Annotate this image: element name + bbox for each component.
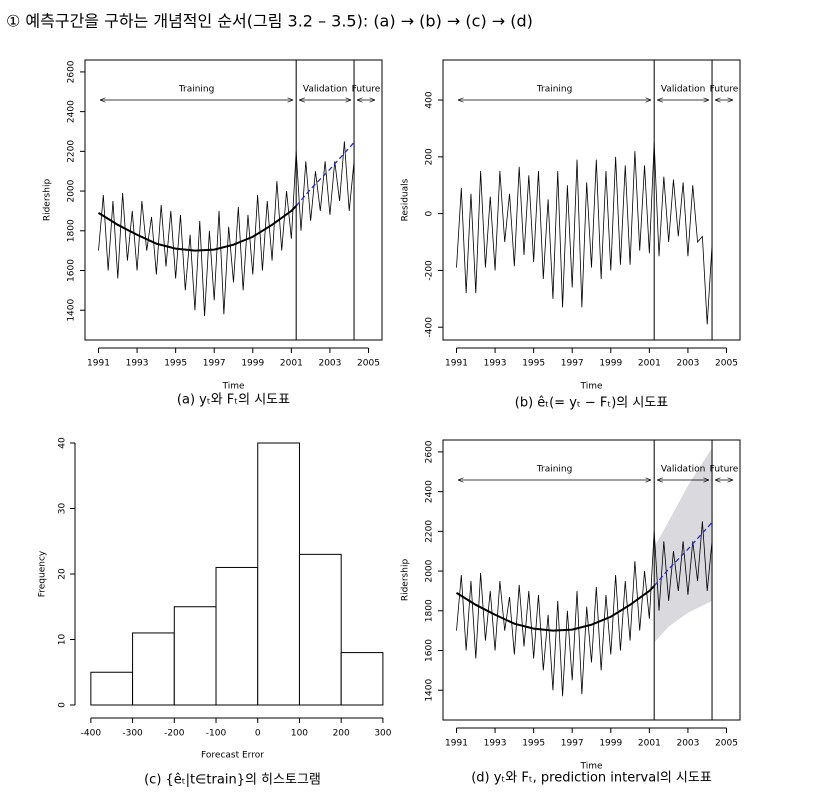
- y-axis-title: Ridership: [401, 559, 411, 602]
- bar: [215, 566, 259, 706]
- series-line: [455, 585, 655, 632]
- bar: [173, 606, 217, 706]
- x-tick-label: 1997: [203, 359, 226, 369]
- x-tick-label: 100: [291, 729, 308, 739]
- bar: [340, 652, 384, 706]
- x-tick-label: 2001: [638, 359, 661, 369]
- y-axis-title: Frequency: [38, 550, 48, 597]
- caption: (d) yₜ와 Fₜ, prediction interval의 시도표: [471, 771, 712, 786]
- y-tick-label: 1600: [425, 639, 435, 662]
- x-axis-title: Forecast Error: [201, 751, 264, 761]
- series-line: [98, 141, 355, 317]
- x-tick-label: 1993: [484, 359, 507, 369]
- x-tick-label: 2003: [676, 739, 699, 749]
- x-tick-label: -200: [164, 729, 185, 739]
- y-tick-label: 2200: [425, 520, 435, 543]
- y-tick-label: 2400: [67, 100, 77, 123]
- y-tick-label: 200: [425, 148, 435, 165]
- y-axis-title: Residuals: [401, 178, 411, 221]
- x-tick-label: 200: [333, 729, 350, 739]
- annotation: Validation: [661, 465, 705, 475]
- x-tick-label: 2003: [676, 359, 699, 369]
- header: ① 예측구간을 구하는 개념적인 순서(그림 3.2 – 3.5): (a) →…: [6, 12, 533, 31]
- x-axis-title: Time: [221, 382, 244, 392]
- bar: [298, 553, 342, 706]
- annotation: Validation: [303, 85, 347, 95]
- y-tick-label: 1400: [425, 678, 435, 701]
- annotation: Validation: [661, 85, 705, 95]
- x-tick-label: 2003: [318, 359, 341, 369]
- y-tick-label: -200: [425, 260, 435, 281]
- series-line: [295, 141, 355, 207]
- caption: (b) êₜ(= yₜ − Fₜ)의 시도표: [515, 396, 669, 411]
- y-tick-label: 0: [425, 210, 435, 216]
- caption: (a) yₜ와 Fₜ의 시도표: [177, 393, 290, 408]
- x-tick-label: 2005: [357, 359, 380, 369]
- y-tick-label: 1600: [67, 259, 77, 282]
- x-tick-label: 1997: [561, 739, 584, 749]
- plot-frame: [442, 59, 741, 341]
- annotation: Future: [710, 85, 739, 95]
- y-tick-label: 1800: [425, 599, 435, 622]
- bar: [90, 671, 134, 706]
- x-tick-label: -400: [81, 729, 102, 739]
- y-tick-label: 2000: [67, 179, 77, 202]
- x-tick-label: 1993: [126, 359, 149, 369]
- x-axis-title: Time: [579, 382, 602, 392]
- x-tick-label: 1995: [522, 739, 545, 749]
- x-tick-label: 1991: [445, 359, 468, 369]
- x-tick-label: 1993: [484, 739, 507, 749]
- y-tick-label: 2600: [67, 60, 77, 83]
- caption: (c) {êₜ|t∈train}의 히스토그램: [144, 773, 321, 788]
- x-tick-label: 2005: [715, 359, 738, 369]
- x-tick-label: -300: [122, 729, 143, 739]
- x-tick-label: 1995: [164, 359, 187, 369]
- plot-frame: [442, 439, 741, 721]
- y-tick-label: 2200: [67, 140, 77, 163]
- x-tick-label: 300: [374, 729, 391, 739]
- y-tick-label: 0: [58, 702, 68, 708]
- bar: [132, 632, 175, 706]
- y-tick-label: 2600: [425, 440, 435, 463]
- annotation: Future: [352, 85, 381, 95]
- annotation: Training: [536, 465, 573, 475]
- series-line: [456, 142, 713, 325]
- y-tick-label: 1800: [67, 219, 77, 242]
- y-tick-label: 40: [58, 437, 68, 449]
- annotation: Future: [710, 465, 739, 475]
- x-tick-label: 0: [255, 729, 261, 739]
- y-tick-label: 2400: [425, 480, 435, 503]
- x-tick-label: 1991: [445, 739, 468, 749]
- x-tick-label: 2001: [280, 359, 303, 369]
- annotation: Training: [178, 85, 215, 95]
- x-tick-label: -100: [206, 729, 227, 739]
- series-line: [456, 521, 713, 697]
- y-tick-label: 20: [58, 568, 68, 580]
- x-tick-label: 1999: [241, 359, 264, 369]
- y-tick-label: 1400: [67, 298, 77, 321]
- x-tick-label: 1999: [599, 359, 622, 369]
- x-tick-label: 1997: [561, 359, 584, 369]
- y-tick-label: 30: [58, 503, 68, 515]
- series-line: [97, 205, 297, 252]
- y-axis-title: Ridership: [43, 179, 53, 222]
- bar: [257, 442, 300, 706]
- x-tick-label: 2001: [638, 739, 661, 749]
- x-tick-label: 1995: [522, 359, 545, 369]
- y-tick-label: 2000: [425, 559, 435, 582]
- annotation: Training: [536, 85, 573, 95]
- y-tick-label: -400: [425, 317, 435, 338]
- y-tick-label: 400: [425, 91, 435, 108]
- x-tick-label: 1991: [87, 359, 110, 369]
- plot-frame: [84, 59, 383, 341]
- x-tick-label: 2005: [715, 739, 738, 749]
- y-tick-label: 10: [58, 634, 68, 646]
- series-line: [653, 521, 713, 587]
- x-tick-label: 1999: [599, 739, 622, 749]
- x-axis-title: Time: [579, 762, 602, 772]
